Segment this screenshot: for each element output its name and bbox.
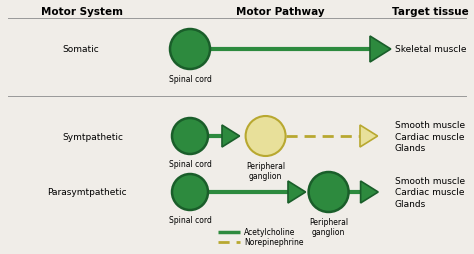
Polygon shape (370, 37, 391, 63)
Text: Norepinephrine: Norepinephrine (244, 237, 303, 247)
Text: Peripheral
ganglion: Peripheral ganglion (246, 161, 285, 181)
Circle shape (172, 119, 208, 154)
Polygon shape (360, 125, 378, 147)
Circle shape (309, 172, 348, 212)
Polygon shape (361, 181, 378, 203)
Text: Smooth muscle
Cardiac muscle
Glands: Smooth muscle Cardiac muscle Glands (395, 176, 465, 209)
Polygon shape (288, 181, 306, 203)
Text: Smooth muscle
Cardiac muscle
Glands: Smooth muscle Cardiac muscle Glands (395, 120, 465, 153)
Text: Spinal cord: Spinal cord (169, 75, 211, 84)
Text: Spinal cord: Spinal cord (169, 215, 211, 224)
Text: Acetylcholine: Acetylcholine (244, 228, 295, 236)
Text: Somatic: Somatic (62, 45, 99, 54)
Text: Parasymtpathetic: Parasymtpathetic (47, 188, 127, 197)
Polygon shape (222, 125, 239, 147)
Text: Motor Pathway: Motor Pathway (236, 7, 324, 17)
Text: Skeletal muscle: Skeletal muscle (395, 45, 466, 54)
Text: Symtpathetic: Symtpathetic (62, 132, 123, 141)
Text: Peripheral
ganglion: Peripheral ganglion (309, 217, 348, 236)
Text: Spinal cord: Spinal cord (169, 159, 211, 168)
Circle shape (170, 30, 210, 70)
Text: Motor System: Motor System (41, 7, 123, 17)
Circle shape (246, 117, 286, 156)
Circle shape (172, 174, 208, 210)
Text: Target tissue: Target tissue (392, 7, 468, 17)
